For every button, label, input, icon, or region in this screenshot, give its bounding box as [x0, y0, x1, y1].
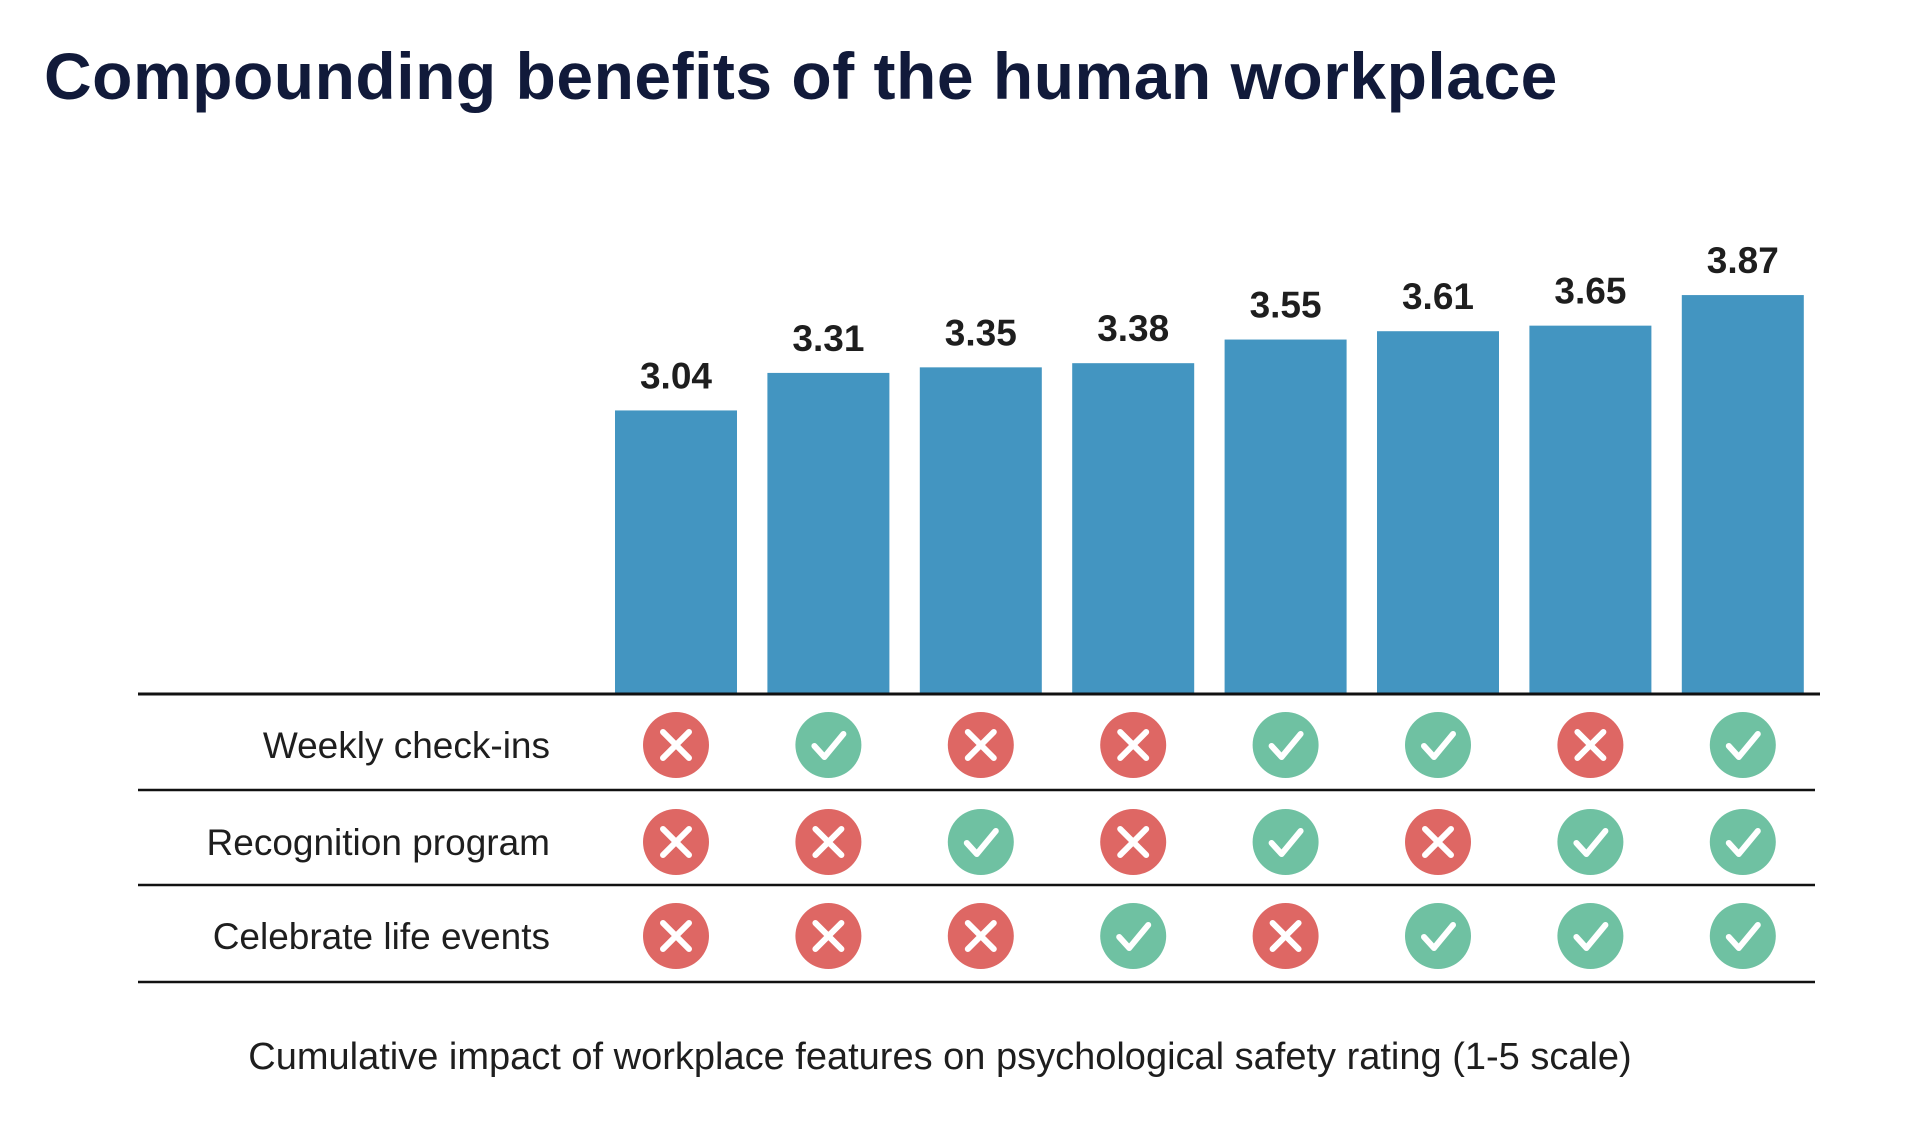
check-icon [1100, 903, 1167, 969]
chart-title: Compounding benefits of the human workpl… [44, 39, 1558, 113]
check-icon [1252, 712, 1319, 778]
x-icon [1100, 809, 1167, 875]
value-label: 3.87 [1707, 240, 1779, 281]
bar [1072, 363, 1195, 694]
x-icon [643, 903, 709, 969]
check-icon [1709, 809, 1776, 875]
feature-label: Weekly check-ins [263, 725, 550, 766]
value-label: 3.35 [945, 312, 1017, 353]
bar [1681, 295, 1804, 694]
bar [919, 367, 1042, 694]
x-icon [795, 809, 862, 875]
check-icon [1709, 712, 1776, 778]
check-icon [795, 712, 862, 778]
x-icon [643, 809, 709, 875]
check-icon [1252, 809, 1319, 875]
value-label: 3.38 [1097, 308, 1169, 349]
x-icon [643, 712, 709, 778]
value-label: 3.31 [792, 318, 864, 359]
x-icon [947, 712, 1014, 778]
check-icon [1557, 903, 1624, 969]
x-icon [795, 903, 862, 969]
feature-label: Recognition program [207, 822, 550, 863]
check-icon [1405, 903, 1471, 969]
bar [767, 372, 890, 694]
check-icon [947, 809, 1014, 875]
value-label: 3.65 [1554, 271, 1626, 312]
x-icon [1100, 712, 1167, 778]
x-icon [1557, 712, 1624, 778]
value-label: 3.61 [1402, 276, 1474, 317]
check-icon [1405, 712, 1471, 778]
x-icon [1252, 903, 1319, 969]
bar [1224, 339, 1347, 694]
bar [1377, 331, 1499, 694]
value-label: 3.55 [1250, 285, 1322, 326]
value-label: 3.04 [640, 355, 712, 396]
check-icon [1709, 903, 1776, 969]
bar [1529, 325, 1652, 694]
check-icon [1557, 809, 1624, 875]
feature-label: Celebrate life events [213, 916, 550, 957]
chart-caption: Cumulative impact of workplace features … [248, 1036, 1631, 1078]
bar [615, 410, 737, 694]
x-icon [947, 903, 1014, 969]
x-icon [1405, 809, 1471, 875]
